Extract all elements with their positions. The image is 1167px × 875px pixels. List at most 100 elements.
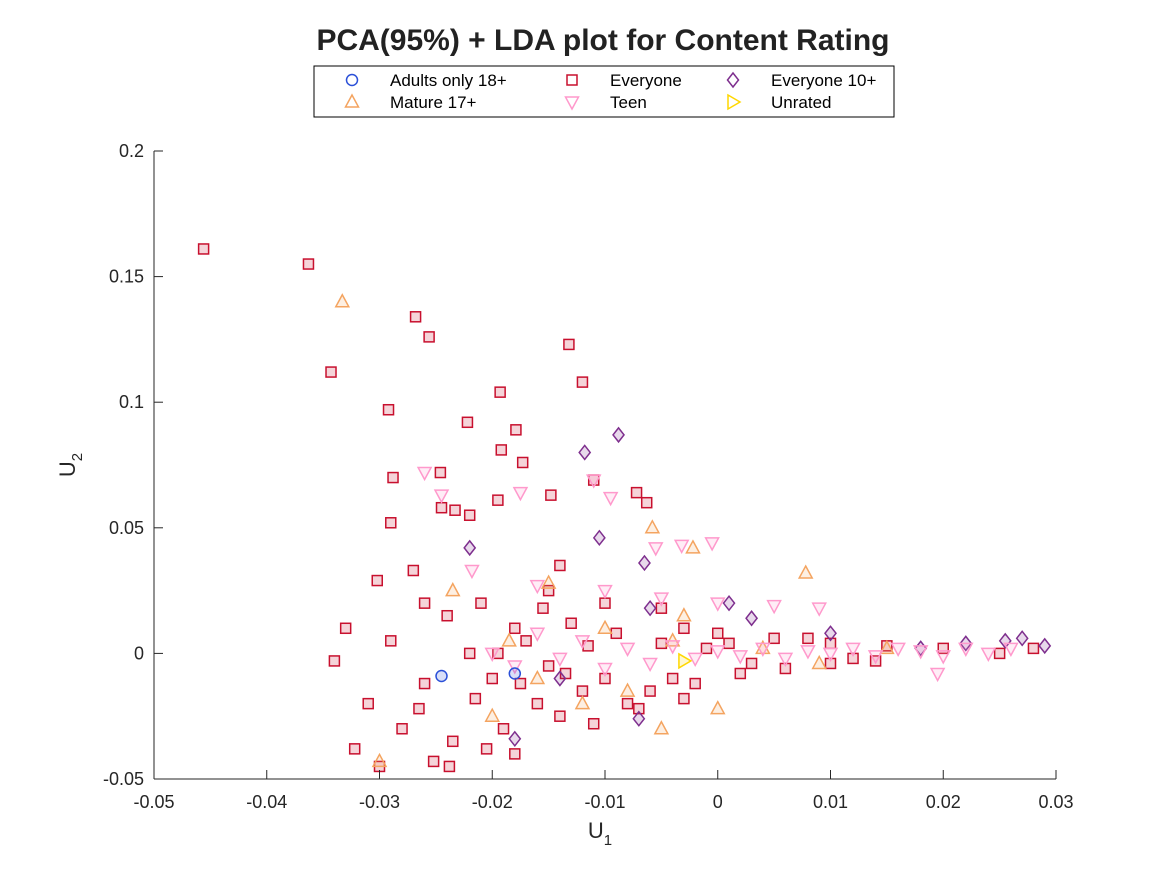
- data-point: [845, 642, 861, 657]
- data-point: [578, 444, 592, 461]
- data-point: [666, 672, 679, 685]
- data-point: [1015, 630, 1029, 647]
- data-point: [655, 637, 668, 650]
- data-point: [497, 723, 510, 735]
- data-point: [619, 682, 636, 697]
- data-point: [869, 655, 882, 667]
- data-point: [779, 662, 792, 675]
- y-tick-label: 0.2: [119, 141, 144, 161]
- legend: Adults only 18+ Everyone Everyone 10+ Matur…: [313, 65, 895, 118]
- data-point: [418, 677, 431, 690]
- legend-box: [313, 65, 895, 118]
- legend-marker: [345, 73, 359, 87]
- data-point: [619, 642, 636, 657]
- data-point: [576, 376, 589, 388]
- data-point: [396, 723, 408, 735]
- legend-label: Unrated: [771, 93, 831, 112]
- data-point: [387, 471, 399, 484]
- data-point: [610, 627, 623, 640]
- data-point: [585, 474, 602, 489]
- legend-marker: [344, 93, 360, 108]
- data-point: [492, 494, 504, 506]
- data-point: [998, 632, 1012, 650]
- x-tick-label: 0: [713, 792, 723, 812]
- data-point: [643, 599, 657, 617]
- data-point: [385, 517, 397, 529]
- data-point: [435, 501, 448, 514]
- chart-title: PCA(95%) + LDA plot for Content Rating: [316, 24, 889, 57]
- data-point: [445, 582, 461, 597]
- data-point: [630, 486, 643, 499]
- data-point: [302, 258, 315, 270]
- data-point: [371, 752, 388, 768]
- data-point: [529, 627, 546, 642]
- data-point: [723, 637, 735, 650]
- data-point: [602, 491, 619, 507]
- data-point: [545, 489, 557, 501]
- data-point: [664, 632, 681, 647]
- data-point: [509, 622, 521, 635]
- data-point: [529, 579, 546, 595]
- data-point: [1027, 642, 1040, 655]
- legend-label: Teen: [610, 93, 647, 112]
- data-point: [1003, 642, 1019, 657]
- data-point: [678, 652, 693, 670]
- data-point: [362, 697, 374, 710]
- data-point: [912, 645, 929, 660]
- data-point: [644, 685, 656, 697]
- data-point: [811, 654, 827, 670]
- data-point: [441, 609, 453, 622]
- data-point: [745, 610, 759, 627]
- legend-marker: [564, 96, 580, 111]
- data-point: [800, 645, 816, 660]
- series-mature-17-: [334, 293, 895, 768]
- data-point: [824, 625, 837, 642]
- data-point: [574, 635, 591, 650]
- data-point: [413, 702, 425, 715]
- data-point: [427, 755, 440, 768]
- data-point: [722, 594, 736, 612]
- data-point: [447, 735, 459, 748]
- y-tick-label: 0: [134, 643, 144, 663]
- legend-label: Mature 17+: [390, 93, 477, 112]
- data-point: [529, 669, 546, 685]
- data-point: [678, 692, 690, 705]
- data-point: [700, 642, 713, 655]
- data-point: [768, 632, 780, 645]
- data-point: [520, 635, 532, 647]
- data-point: [501, 632, 517, 647]
- data-point: [732, 650, 749, 665]
- data-point: [638, 554, 651, 572]
- data-point: [709, 597, 726, 612]
- data-point: [687, 652, 703, 667]
- data-point: [712, 627, 724, 640]
- data-point: [673, 539, 690, 554]
- data-point: [495, 444, 508, 456]
- data-point: [197, 243, 210, 255]
- data-point: [621, 697, 634, 710]
- data-point: [537, 602, 549, 614]
- data-point: [644, 519, 661, 534]
- series-unrated: [678, 652, 693, 670]
- data-point: [755, 642, 771, 657]
- data-point: [563, 338, 575, 351]
- data-point: [709, 645, 726, 660]
- data-point: [514, 677, 527, 690]
- data-point: [797, 564, 814, 579]
- data-point: [599, 597, 611, 609]
- legend-marker: [726, 71, 740, 89]
- data-point: [382, 403, 395, 416]
- data-point: [640, 496, 653, 509]
- data-point: [777, 652, 794, 667]
- data-point: [597, 662, 613, 678]
- data-point: [334, 293, 351, 308]
- series-adults-only-18-: [435, 667, 522, 683]
- data-point: [822, 647, 839, 662]
- data-point: [937, 642, 949, 655]
- data-point: [890, 642, 906, 657]
- x-tick-label: -0.05: [133, 792, 174, 812]
- series-everyone-10-: [463, 426, 1052, 748]
- data-point: [463, 647, 476, 660]
- data-point: [516, 456, 529, 469]
- data-point: [540, 574, 557, 589]
